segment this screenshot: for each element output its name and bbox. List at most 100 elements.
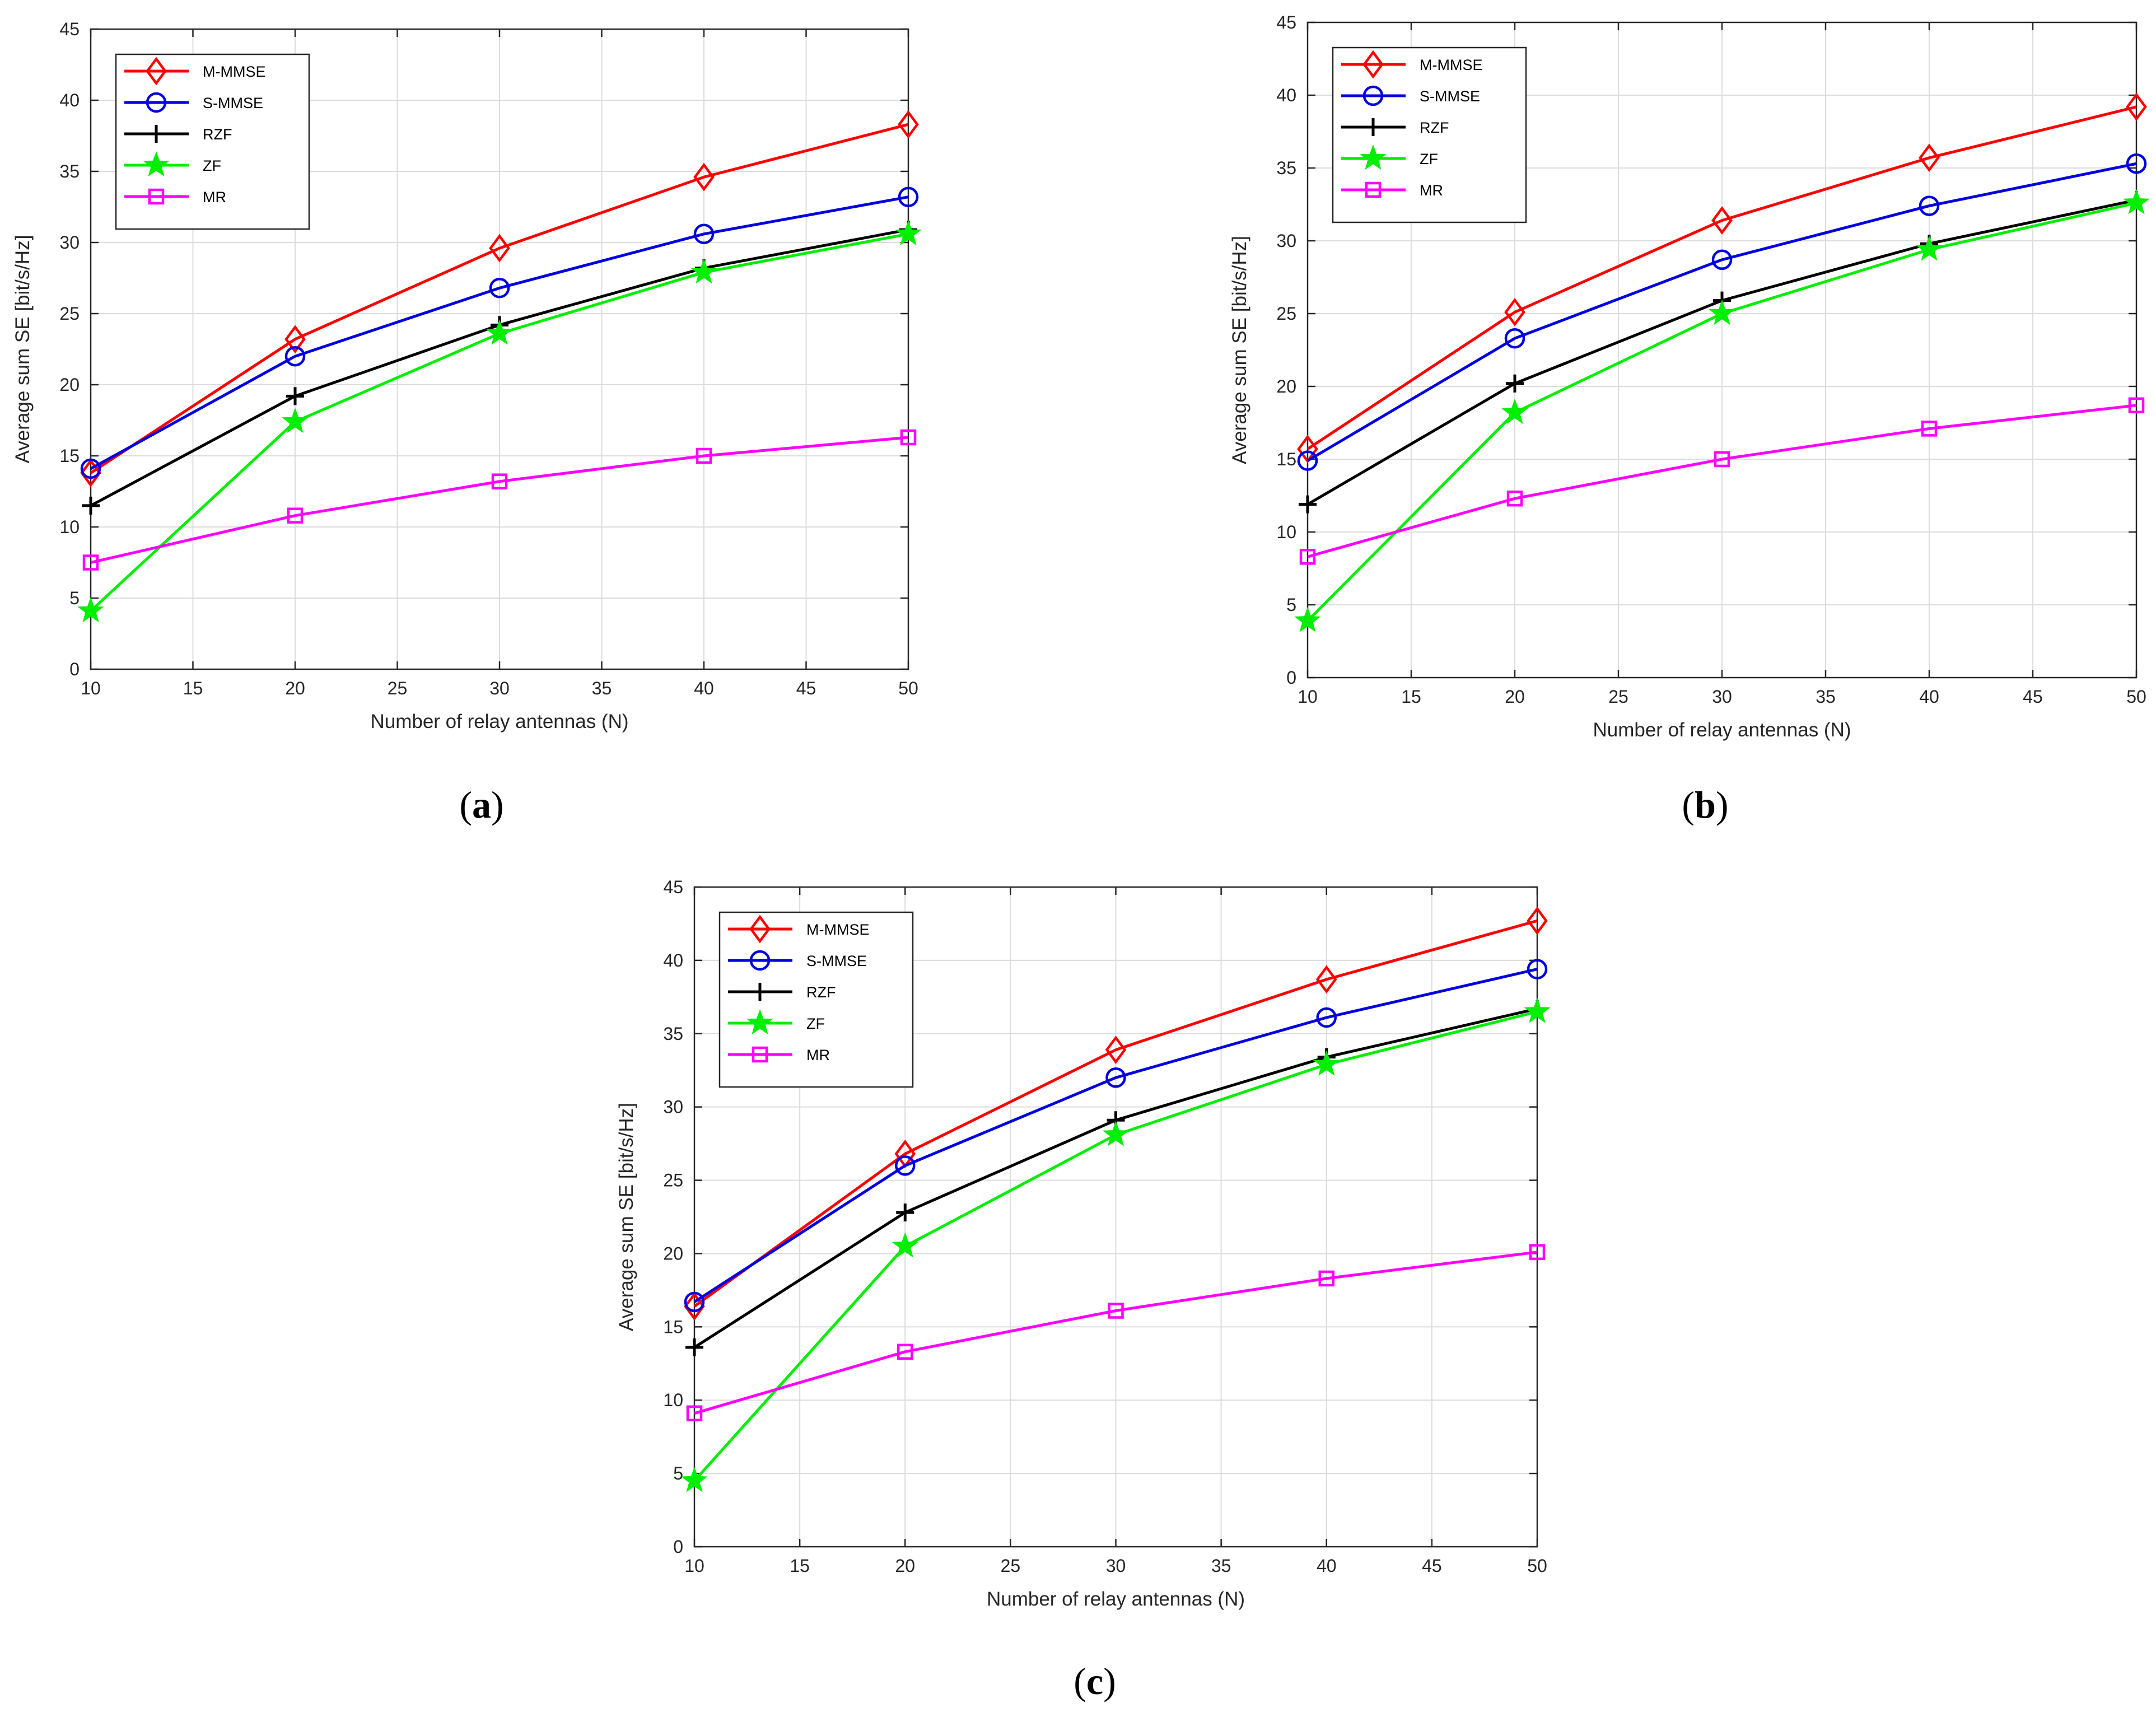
legend-label: RZF xyxy=(806,984,836,1001)
x-tick-label: 25 xyxy=(1608,687,1628,707)
data-point-s-mmse xyxy=(80,458,101,479)
legend-marker-rzf xyxy=(751,983,769,1001)
data-point-m-mmse xyxy=(80,459,101,487)
legend-marker-mr xyxy=(752,1046,768,1063)
caption-letter: a xyxy=(472,783,491,826)
legend-entry-rzf: RZF xyxy=(1341,118,1449,136)
legend: M-MMSE S-MMSE RZF ZF MR xyxy=(115,53,310,230)
y-tick-label: 20 xyxy=(59,375,80,395)
y-axis-label: Average sum SE [bit/s/Hz] xyxy=(1229,236,1250,464)
data-point-s-mmse xyxy=(489,278,510,298)
legend-marker-s-mmse xyxy=(146,92,167,113)
legend-marker-m-mmse xyxy=(146,57,167,86)
x-tick-label: 20 xyxy=(285,678,305,698)
y-axis-label: Average sum SE [bit/s/Hz] xyxy=(12,235,34,464)
data-point-mr xyxy=(686,1405,703,1422)
series-m-mmse xyxy=(1297,92,2147,464)
x-axis-label: Number of relay antennas (N) xyxy=(987,1588,1245,1610)
x-tick-label: 40 xyxy=(1919,687,1939,707)
legend-label: MR xyxy=(203,189,226,206)
data-point-s-mmse xyxy=(1297,450,1318,471)
caption-close: ) xyxy=(1103,1660,1116,1702)
series-s-mmse xyxy=(80,186,919,479)
y-tick-label: 5 xyxy=(1286,595,1296,615)
x-tick-label: 25 xyxy=(388,678,408,698)
y-tick-label: 0 xyxy=(673,1537,683,1557)
data-point-mr xyxy=(1318,1270,1334,1287)
caption-close: ) xyxy=(1716,783,1729,826)
legend-marker-rzf xyxy=(1364,118,1382,136)
data-point-m-mmse xyxy=(1315,965,1337,994)
data-point-s-mmse xyxy=(693,223,715,245)
x-tick-label: 50 xyxy=(1527,1556,1547,1576)
data-point-zf xyxy=(1916,235,1943,261)
data-point-m-mmse xyxy=(684,1292,705,1321)
y-tick-label: 15 xyxy=(663,1317,683,1337)
ticks: 10 15 20 25 30 35 40 45 50 0 5 10 15 20 25 30 35 40 45 xyxy=(59,19,918,698)
data-point-mr xyxy=(2128,397,2145,414)
data-point-s-mmse xyxy=(1711,249,1733,270)
y-tick-label: 45 xyxy=(1276,12,1296,32)
y-tick-label: 45 xyxy=(663,877,683,897)
legend-label: S-MMSE xyxy=(806,953,867,969)
y-tick-label: 15 xyxy=(59,446,80,466)
series-line-s-mmse xyxy=(693,968,1538,1303)
data-point-zf xyxy=(1709,300,1735,325)
x-tick-label: 15 xyxy=(790,1556,810,1576)
data-point-m-mmse xyxy=(1297,435,1318,464)
data-point-mr xyxy=(1108,1303,1124,1319)
x-tick-label: 10 xyxy=(684,1556,704,1576)
caption-letter: b xyxy=(1695,783,1716,826)
legend-entry-mr: MR xyxy=(124,188,226,206)
data-point-mr xyxy=(900,429,917,446)
x-tick-label: 30 xyxy=(1106,1556,1126,1576)
x-tick-label: 20 xyxy=(1505,687,1525,707)
data-point-rzf xyxy=(82,496,100,515)
y-tick-label: 10 xyxy=(1276,522,1296,542)
x-tick-label: 35 xyxy=(592,678,612,698)
series-line-s-mmse xyxy=(1306,162,2137,462)
data-point-m-mmse xyxy=(2126,92,2147,122)
data-point-m-mmse xyxy=(693,162,715,192)
data-point-mr xyxy=(82,554,99,571)
x-tick-label: 30 xyxy=(489,678,510,698)
y-tick-label: 20 xyxy=(663,1243,683,1263)
data-point-m-mmse xyxy=(284,325,306,354)
legend-marker-mr xyxy=(1365,181,1382,198)
x-tick-label: 10 xyxy=(81,678,101,698)
data-point-m-mmse xyxy=(1105,1035,1127,1064)
y-tick-label: 25 xyxy=(663,1170,683,1191)
legend-entry-s-mmse: S-MMSE xyxy=(728,950,867,971)
legend-label: M-MMSE xyxy=(1420,57,1482,73)
series-line-m-mmse xyxy=(90,123,909,474)
panel-caption: (b) xyxy=(1682,783,1728,826)
chart-panel-c: 10 15 20 25 30 35 40 45 50 0 5 10 15 20 25 30 35 40 45 Numb… xyxy=(615,877,1551,1702)
legend-marker-rzf xyxy=(147,125,165,143)
legend-marker-mr xyxy=(148,188,165,205)
legend-marker-s-mmse xyxy=(1362,85,1384,106)
caption-open: ( xyxy=(1682,783,1695,826)
y-tick-label: 35 xyxy=(59,161,80,181)
y-tick-label: 35 xyxy=(663,1024,683,1044)
caption-letter: c xyxy=(1086,1660,1103,1702)
legend-entry-rzf: RZF xyxy=(124,125,232,143)
x-tick-label: 45 xyxy=(2023,687,2043,707)
series-line-s-mmse xyxy=(90,195,909,470)
data-point-zf xyxy=(1294,606,1321,632)
series-zf xyxy=(681,997,1551,1492)
data-point-m-mmse xyxy=(1504,298,1525,326)
x-tick-label: 45 xyxy=(796,678,816,698)
x-tick-label: 15 xyxy=(1401,687,1421,707)
legend-marker-zf xyxy=(746,1009,773,1035)
y-tick-label: 40 xyxy=(1276,85,1296,105)
series-zf xyxy=(1294,189,2150,632)
series-line-mr xyxy=(694,1251,1538,1415)
y-tick-label: 25 xyxy=(59,304,80,324)
data-point-s-mmse xyxy=(1316,1007,1337,1028)
series-zf xyxy=(77,220,922,623)
legend-entry-zf: ZF xyxy=(728,1009,825,1035)
legend-entry-mr: MR xyxy=(728,1046,830,1063)
y-tick-label: 20 xyxy=(1276,376,1296,396)
legend-label: M-MMSE xyxy=(203,63,265,80)
x-tick-label: 35 xyxy=(1211,1556,1231,1576)
